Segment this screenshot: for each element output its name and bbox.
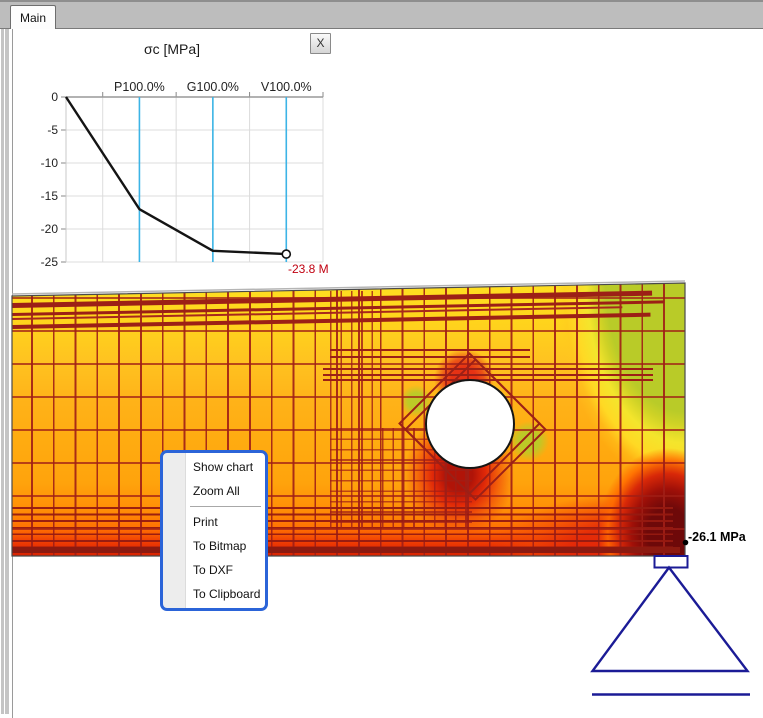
chart-end-value-label: -23.8 M: [288, 262, 329, 276]
bottom-main-rebar: [12, 547, 680, 553]
menu-separator: [190, 506, 261, 507]
tab-main[interactable]: Main: [10, 5, 56, 29]
max-stress-label: -26.1 MPa: [688, 530, 746, 544]
menu-item-to-bitmap[interactable]: To Bitmap: [193, 539, 247, 553]
opening-vertical-mesh: [330, 291, 374, 431]
menu-item-show-chart[interactable]: Show chart: [193, 460, 254, 474]
menu-item-to-clipboard[interactable]: To Clipboard: [193, 587, 261, 601]
beam-opening: [425, 379, 515, 469]
opening-horizontal-mesh: [330, 349, 530, 358]
menu-item-zoom-all[interactable]: Zoom All: [193, 484, 240, 498]
context-menu: Show chart Zoom All Print To Bitmap To D…: [160, 450, 268, 611]
chart-title: σc [MPa]: [143, 41, 201, 57]
left-splitter[interactable]: [0, 29, 12, 714]
menu-item-print[interactable]: Print: [193, 515, 218, 529]
close-chart-button[interactable]: X: [310, 33, 331, 54]
stress-contour-plot[interactable]: [12, 283, 685, 556]
tab-strip: Main: [0, 0, 763, 29]
menu-item-to-dxf[interactable]: To DXF: [193, 563, 234, 577]
